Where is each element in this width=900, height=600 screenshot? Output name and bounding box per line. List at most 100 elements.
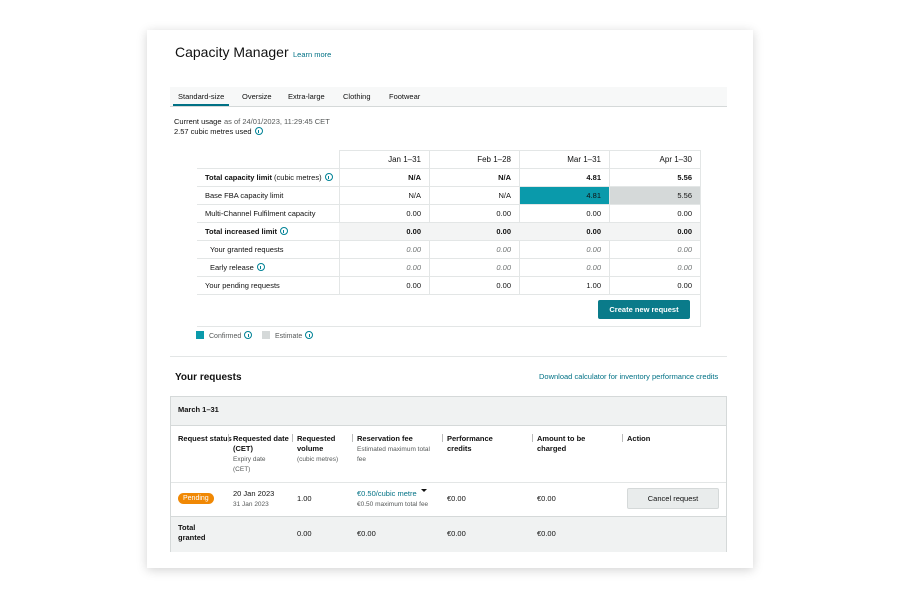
tab[interactable]: Footwear — [389, 92, 421, 101]
requested-volume: 1.00 — [297, 494, 312, 503]
row-label: Total capacity limit (cubic metres) — [205, 173, 333, 183]
column-header: Amount to be charged — [537, 434, 586, 453]
divider — [170, 356, 727, 357]
cell-value: 0.00 — [586, 227, 601, 236]
cell-fill — [520, 187, 609, 204]
status-badge: Pending — [178, 493, 214, 504]
cell-value: 0.00 — [496, 227, 511, 236]
tab[interactable]: Oversize — [242, 92, 272, 101]
cell-value: 0.00 — [406, 209, 421, 218]
row-line — [197, 258, 700, 259]
page-title: Capacity Manager — [175, 44, 289, 60]
cell-value: 4.81 — [586, 191, 601, 200]
header-divider — [352, 434, 353, 442]
amount-charged: €0.00 — [537, 494, 556, 503]
learn-more-link[interactable]: Learn more — [293, 50, 332, 59]
cell-value: 0.00 — [677, 281, 692, 290]
cell-value: 5.56 — [677, 191, 692, 200]
row-line — [197, 240, 700, 241]
expiry-date: 31 Jan 2023 — [233, 501, 269, 508]
capacity-card: Capacity Manager Learn more Standard-size O… — [147, 30, 753, 568]
column-header: Jan 1–31 — [388, 155, 421, 164]
column-header: Mar 1–31 — [567, 155, 601, 164]
cell-value: 0.00 — [406, 263, 421, 272]
row-line — [171, 482, 726, 483]
tab-active-underline — [173, 104, 229, 106]
usage-label: Current usage — [174, 117, 222, 126]
row-line — [197, 276, 700, 277]
info-icon[interactable] — [244, 331, 253, 339]
cell-value: 0.00 — [586, 209, 601, 218]
capacity-table — [197, 150, 701, 327]
header-divider — [292, 434, 293, 442]
info-icon[interactable] — [305, 331, 314, 339]
cancel-request-button[interactable]: Cancel request — [627, 488, 719, 509]
cell-value: 0.00 — [677, 209, 692, 218]
create-request-button[interactable]: Create new request — [598, 300, 690, 319]
cell-value: N/A — [408, 191, 421, 200]
info-icon[interactable] — [254, 127, 263, 135]
tab[interactable]: Extra-large — [288, 92, 325, 101]
cell-value: 4.81 — [586, 173, 601, 182]
dropdown-caret[interactable] — [420, 489, 427, 495]
row-label: Base FBA capacity limit — [205, 191, 284, 200]
cell-value: 1.00 — [586, 281, 601, 290]
column-header: Apr 1–30 — [659, 155, 692, 164]
row-line — [197, 294, 700, 295]
info-icon[interactable] — [324, 173, 333, 181]
calculator-link[interactable]: Download calculator for inventory perfor… — [539, 372, 719, 381]
legend-estimate: Estimate — [275, 331, 314, 342]
cell-value: 0.00 — [496, 281, 511, 290]
reservation-fee[interactable]: €0.50/cubic metre — [357, 489, 427, 499]
row-label: Your granted requests — [210, 245, 284, 254]
section-title: Your requests — [175, 372, 242, 383]
row-label: Multi-Channel Fulfilment capacity — [205, 209, 316, 218]
row-label: Early release — [210, 263, 265, 273]
requested-date: 20 Jan 2023 — [233, 489, 275, 498]
fee-subtext: €0.50 maximum total fee — [357, 501, 429, 508]
legend-swatch-estimate — [262, 331, 270, 339]
cell-value: N/A — [408, 173, 421, 182]
column-header: Requested date (CET) — [233, 434, 289, 453]
column-header: Feb 1–28 — [477, 155, 511, 164]
cell-fill — [610, 187, 700, 204]
cell-value: 0.00 — [496, 245, 511, 254]
cell-value: 0.00 — [496, 263, 511, 272]
legend-swatch-confirmed — [196, 331, 204, 339]
total-amount: €0.00 — [537, 529, 556, 538]
cell-value: 0.00 — [586, 245, 601, 254]
row-line — [197, 168, 700, 169]
column-header: Request status — [178, 434, 232, 443]
row-highlight — [339, 222, 700, 240]
cell-value: 0.00 — [677, 245, 692, 254]
cell-value: 0.00 — [586, 263, 601, 272]
legend-confirmed: Confirmed — [209, 331, 253, 342]
header-divider — [622, 434, 623, 442]
tab[interactable]: Standard-size — [178, 92, 225, 101]
cell-value: N/A — [498, 191, 511, 200]
tab[interactable]: Clothing — [343, 92, 371, 101]
row-unit: (cubic metres) — [271, 173, 322, 182]
row-line — [197, 222, 700, 223]
performance-credits: €0.00 — [447, 494, 466, 503]
total-fee: €0.00 — [357, 529, 376, 538]
info-icon[interactable] — [256, 263, 265, 271]
column-subheader: (cubic metres) — [297, 456, 339, 463]
header-divider — [532, 434, 533, 442]
total-row — [171, 516, 726, 552]
header-divider — [442, 434, 443, 442]
info-icon[interactable] — [279, 227, 288, 235]
column-subheader: Expiry date (CET) — [233, 456, 266, 473]
cell-value: 0.00 — [677, 227, 692, 236]
tab-bar — [170, 87, 727, 107]
row-line — [197, 186, 700, 187]
column-header: Requested volume — [297, 434, 336, 453]
cell-value: 0.00 — [406, 227, 421, 236]
cell-value: 0.00 — [406, 245, 421, 254]
column-header: Performance credits — [447, 434, 493, 453]
total-credits: €0.00 — [447, 529, 466, 538]
column-header: Action — [627, 434, 651, 443]
cell-value: 0.00 — [406, 281, 421, 290]
period-label: March 1–31 — [178, 405, 219, 414]
